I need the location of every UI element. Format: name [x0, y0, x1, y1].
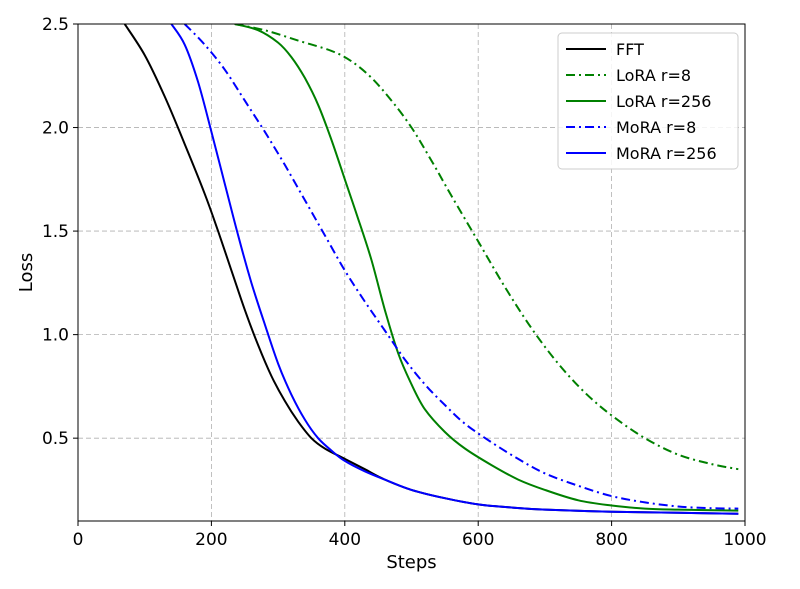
y-tick-label: 1.0 — [42, 326, 69, 346]
plot-frame — [77, 23, 746, 522]
series-line-2 — [234, 24, 739, 512]
series-lines — [123, 24, 739, 515]
y-tick-label: 0.5 — [42, 429, 69, 449]
x-axis-label: Steps — [386, 552, 436, 573]
legend-label-1: LoRA r=8 — [616, 66, 691, 85]
legend: FFT LoRA r=8 LoRA r=256 MoRA r=8 MoRA r=256 — [557, 32, 739, 170]
x-tick-label: 200 — [195, 530, 227, 550]
y-tick-label: 2.0 — [42, 119, 69, 139]
legend-label-0: FFT — [616, 40, 644, 59]
axis-ticks: 0 200 400 600 800 1000 0.5 1.0 1.5 2.0 2.5 — [42, 15, 767, 550]
legend-box — [557, 32, 739, 170]
x-tick-label: 0 — [73, 530, 84, 550]
x-tick-label: 400 — [329, 530, 361, 550]
legend-label-2: LoRA r=256 — [616, 92, 711, 111]
x-tick-label: 1000 — [723, 530, 766, 550]
series-line-1 — [234, 24, 739, 471]
y-axis-label: Loss — [16, 253, 37, 292]
y-tick-label: 1.5 — [42, 222, 69, 242]
legend-label-4: MoRA r=256 — [616, 144, 717, 163]
legend-label-3: MoRA r=8 — [616, 118, 696, 137]
y-tick-label: 2.5 — [42, 15, 69, 35]
series-line-4 — [170, 24, 739, 515]
series-line-3 — [183, 24, 739, 510]
x-tick-label: 600 — [462, 530, 494, 550]
x-tick-label: 800 — [595, 530, 627, 550]
